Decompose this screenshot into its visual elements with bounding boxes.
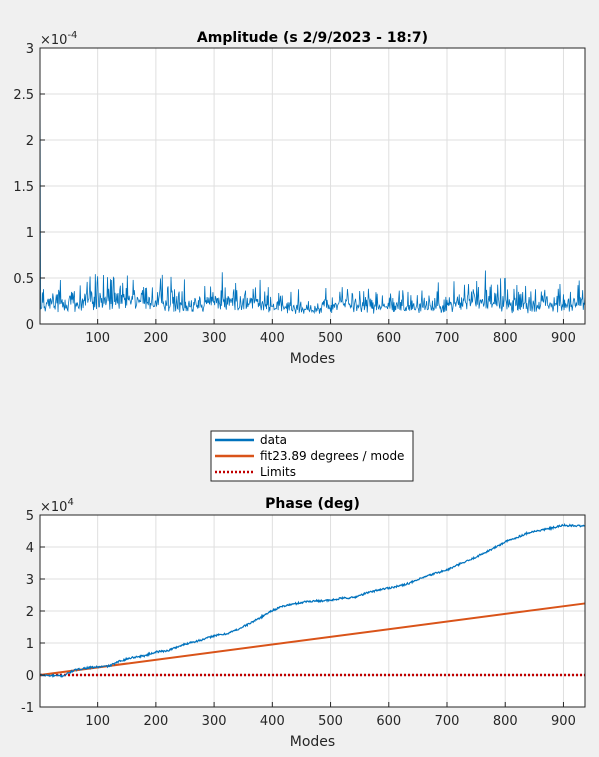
phase-ticks: 100 200 300 400 500 600 700 800 900 -1 0 1 2 3 4 5 xyxy=(21,509,576,729)
legend-label-limits: Limits xyxy=(260,465,296,479)
phase-ytick-label: 4 xyxy=(26,541,34,556)
amplitude-xtick-label: 800 xyxy=(493,331,518,346)
amplitude-ytick-label: 2.5 xyxy=(13,88,34,103)
amplitude-series xyxy=(39,47,586,315)
amplitude-xtick-label: 400 xyxy=(260,331,285,346)
amplitude-xtick-label: 700 xyxy=(435,331,460,346)
phase-xlabel: Modes xyxy=(290,734,335,750)
phase-ytick-label: 5 xyxy=(26,509,34,524)
phase-ytick-label: 0 xyxy=(26,669,34,684)
phase-xtick-label: 100 xyxy=(85,714,110,729)
amplitude-ytick-label: 0 xyxy=(26,318,34,333)
legend-label-data: data xyxy=(260,433,287,447)
amplitude-xtick-label: 300 xyxy=(202,331,227,346)
amplitude-ytick-label: 1 xyxy=(26,226,34,241)
phase-ytick-label: -1 xyxy=(21,701,34,716)
amplitude-xlabel: Modes xyxy=(290,351,335,367)
phase-data-line xyxy=(39,523,586,678)
amplitude-xtick-label: 200 xyxy=(143,331,168,346)
phase-xtick-label: 300 xyxy=(202,714,227,729)
legend-label-fit: fit23.89 degrees / mode xyxy=(260,449,404,463)
phase-xtick-label: 200 xyxy=(143,714,168,729)
phase-axes: 100 200 300 400 500 600 700 800 900 -1 0 1 2 3 4 5 Phas… xyxy=(21,496,586,750)
phase-ytick-label: 1 xyxy=(26,637,34,652)
phase-ytick-label: 3 xyxy=(26,573,34,588)
amplitude-data-line xyxy=(39,47,586,315)
phase-xtick-label: 800 xyxy=(493,714,518,729)
amplitude-ytick-label: 1.5 xyxy=(13,180,34,195)
phase-xtick-label: 900 xyxy=(551,714,576,729)
phase-title: Phase (deg) xyxy=(265,496,360,512)
amplitude-ticks: 100 200 300 400 500 600 700 800 900 0 0.5 1 1.5 2 2.5 3 xyxy=(13,42,576,346)
amplitude-xtick-label: 600 xyxy=(376,331,401,346)
phase-xtick-label: 700 xyxy=(435,714,460,729)
legend: data fit23.89 degrees / mode Limits xyxy=(210,430,414,482)
phase-xtick-label: 500 xyxy=(318,714,343,729)
amplitude-title: Amplitude (s 2/9/2023 - 18:7) xyxy=(197,30,428,46)
amplitude-exponent-label: ×10-4 xyxy=(40,30,77,48)
amplitude-ytick-label: 2 xyxy=(26,134,34,149)
phase-exponent-label: ×104 xyxy=(40,497,74,515)
amplitude-ytick-label: 0.5 xyxy=(13,272,34,287)
phase-ytick-label: 2 xyxy=(26,605,34,620)
phase-series xyxy=(39,523,586,678)
amplitude-ytick-label: 3 xyxy=(26,42,34,57)
phase-fit-line xyxy=(39,602,586,676)
amplitude-xtick-label: 100 xyxy=(85,331,110,346)
phase-xtick-label: 600 xyxy=(376,714,401,729)
phase-xtick-label: 400 xyxy=(260,714,285,729)
amplitude-axes: 100 200 300 400 500 600 700 800 900 0 0.5 1 1.5 2 2.5 3… xyxy=(13,30,586,367)
amplitude-xtick-label: 900 xyxy=(551,331,576,346)
amplitude-xtick-label: 500 xyxy=(318,331,343,346)
